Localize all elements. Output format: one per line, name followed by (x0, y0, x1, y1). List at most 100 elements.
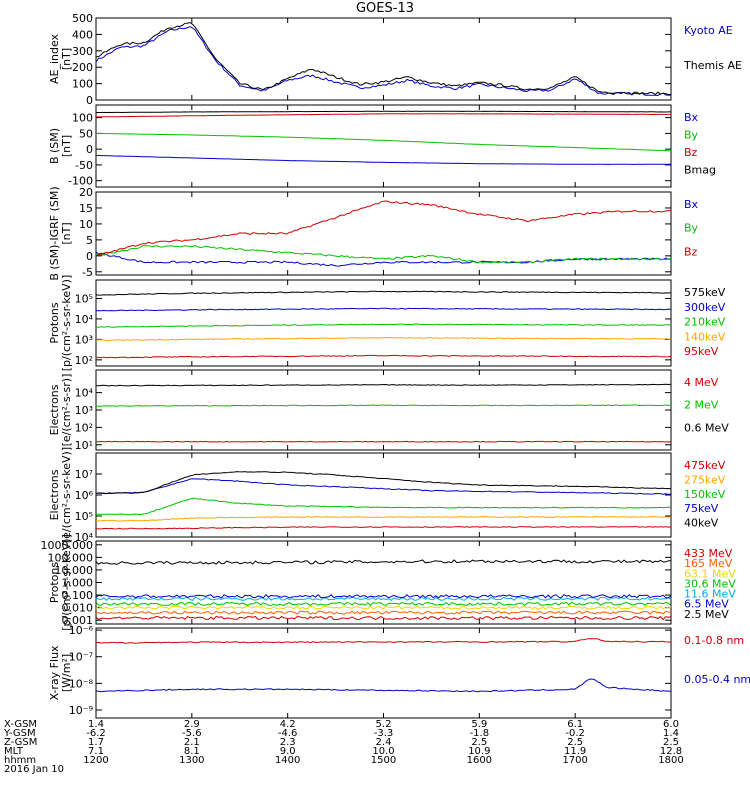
series-line (95, 323, 672, 328)
x-axis-value: 9.0 (280, 746, 296, 757)
panel-1: 0 100 200 300 400 500 AE_index [nT] Kyoto AE Them… (48, 12, 742, 107)
series-line (95, 471, 672, 495)
plot-title: GOES-13 (356, 1, 414, 16)
y-tick-label: 10⁻⁷ (69, 651, 93, 664)
y-axis-label: AE_index (48, 33, 61, 84)
x-axis-row-label: Y-GSM (3, 728, 36, 739)
series-line (95, 497, 672, 516)
legend-entry: Bx (684, 111, 699, 124)
legend-entry: 2 MeV (684, 399, 719, 412)
panel-frame (95, 540, 672, 625)
panel-frame (95, 17, 672, 101)
panel-frame (95, 104, 672, 188)
x-axis-value: -5.6 (182, 728, 202, 739)
legend-entry: 2.5 MeV (684, 608, 729, 621)
y-tick-label: 10³ (75, 333, 93, 346)
y-tick-label: 10⁻⁶ (69, 624, 94, 637)
series-line (95, 132, 672, 152)
legend-entry: 6.5 MeV (684, 598, 729, 611)
series-line (95, 26, 672, 97)
x-axis-value: 12.8 (660, 746, 682, 757)
y-tick-label: 500 (72, 12, 93, 25)
x-axis-value: 2.3 (280, 737, 296, 748)
legend-entry: 150keV (684, 488, 726, 501)
x-axis-value: -6.2 (86, 728, 106, 739)
x-axis-value: -0.2 (565, 728, 585, 739)
y-tick-label: 10⁶ (75, 489, 94, 502)
x-axis-value: 1600 (467, 755, 492, 766)
x-axis-value: 5.2 (376, 719, 392, 730)
y-tick-label: 10 (79, 218, 93, 231)
y-axis-label: B (SM)-IGRF (SM) (48, 186, 61, 280)
series-line (95, 615, 672, 621)
y-tick-label: 0.100 (62, 589, 94, 602)
y-tick-label: 10⁵ (75, 510, 93, 523)
x-axis-value: 1800 (658, 755, 683, 766)
legend-entry: 63.1 MeV (684, 567, 736, 580)
y-axis-label: [nT] (60, 48, 73, 70)
series-line (95, 605, 672, 610)
y-tick-label: 100.000 (48, 551, 94, 564)
y-tick-label: 300 (72, 45, 93, 58)
x-axis-value: 4.2 (280, 719, 296, 730)
y-tick-label: 10⁷ (75, 468, 93, 481)
series-line (95, 383, 672, 387)
series-line (95, 559, 672, 565)
y-tick-label: 15 (79, 202, 93, 215)
x-axis-value: 1700 (562, 755, 587, 766)
x-axis-value: 10.0 (372, 746, 394, 757)
series-line (95, 245, 672, 264)
x-axis-value: 10.9 (468, 746, 490, 757)
x-axis-value: 2.9 (184, 719, 200, 730)
panel-3: -5 0 5 10 15 20 B (SM)-IGRF (SM) [nT] Bx By Bz (48, 186, 699, 281)
panel-8: 10⁻⁹ 10⁻⁸ 10⁻⁷ 10⁻⁶ X-ray Flux [W/m²] 0.1-0.8 … (48, 624, 750, 719)
panel-frame (95, 279, 672, 367)
legend-entry: 0.05-0.4 nm (684, 673, 750, 686)
legend-entry: 11.6 MeV (684, 588, 736, 601)
series-line (95, 404, 671, 407)
series-line (95, 596, 672, 602)
series-line (95, 251, 672, 267)
x-axis-value: 11.9 (564, 746, 586, 757)
series-line (95, 478, 672, 495)
legend-entry: 30.6 MeV (684, 577, 736, 590)
y-tick-label: 10⁻⁹ (69, 704, 93, 717)
legend-entry: 4 MeV (684, 376, 719, 389)
y-axis-label: [e/(cm²-s-sr-keV)] (60, 447, 73, 543)
y-tick-label: 10⁴ (75, 531, 94, 544)
y-tick-label: 0.001 (62, 614, 94, 627)
y-tick-label: 10² (75, 421, 93, 434)
x-axis-value: 1400 (275, 755, 300, 766)
y-tick-label: -100 (68, 175, 93, 188)
legend-entry: 210keV (684, 316, 726, 329)
y-tick-label: 0 (86, 250, 93, 263)
x-axis-value: 1200 (83, 755, 108, 766)
x-axis-value: 2.5 (663, 737, 679, 748)
series-line (95, 290, 672, 296)
y-tick-label: 10⁵ (75, 292, 93, 305)
x-axis-row-label: 2016 Jan 10 (4, 764, 64, 775)
series-line (95, 22, 672, 96)
series-line (95, 354, 672, 359)
series-line (95, 336, 672, 342)
panel-5: 10¹ 10² 10³ 10⁴ Electrons [e/(cm²-s-sr)] 4 MeV… (48, 369, 729, 452)
y-tick-label: 1.000 (62, 577, 94, 590)
series-line (96, 515, 672, 522)
y-tick-label: -5 (82, 266, 93, 279)
series-line (95, 594, 672, 599)
series-line (95, 200, 672, 256)
y-tick-label: 100 (72, 112, 93, 125)
legend-entry: Themis AE (683, 59, 742, 72)
legend-entry: 75keV (684, 502, 719, 515)
y-tick-label: 10.000 (55, 564, 94, 577)
y-tick-label: 0.010 (62, 602, 94, 615)
series-line (95, 678, 672, 693)
y-axis-label: [e/(cm²-s-sr)] (60, 374, 73, 447)
y-tick-label: 10³ (75, 404, 93, 417)
y-tick-label: 10² (75, 354, 93, 367)
y-axis-label: B (SM) (48, 128, 61, 164)
legend-entry: Bz (684, 146, 698, 159)
x-axis-value: 1.7 (88, 737, 104, 748)
y-tick-label: 5 (86, 234, 93, 247)
